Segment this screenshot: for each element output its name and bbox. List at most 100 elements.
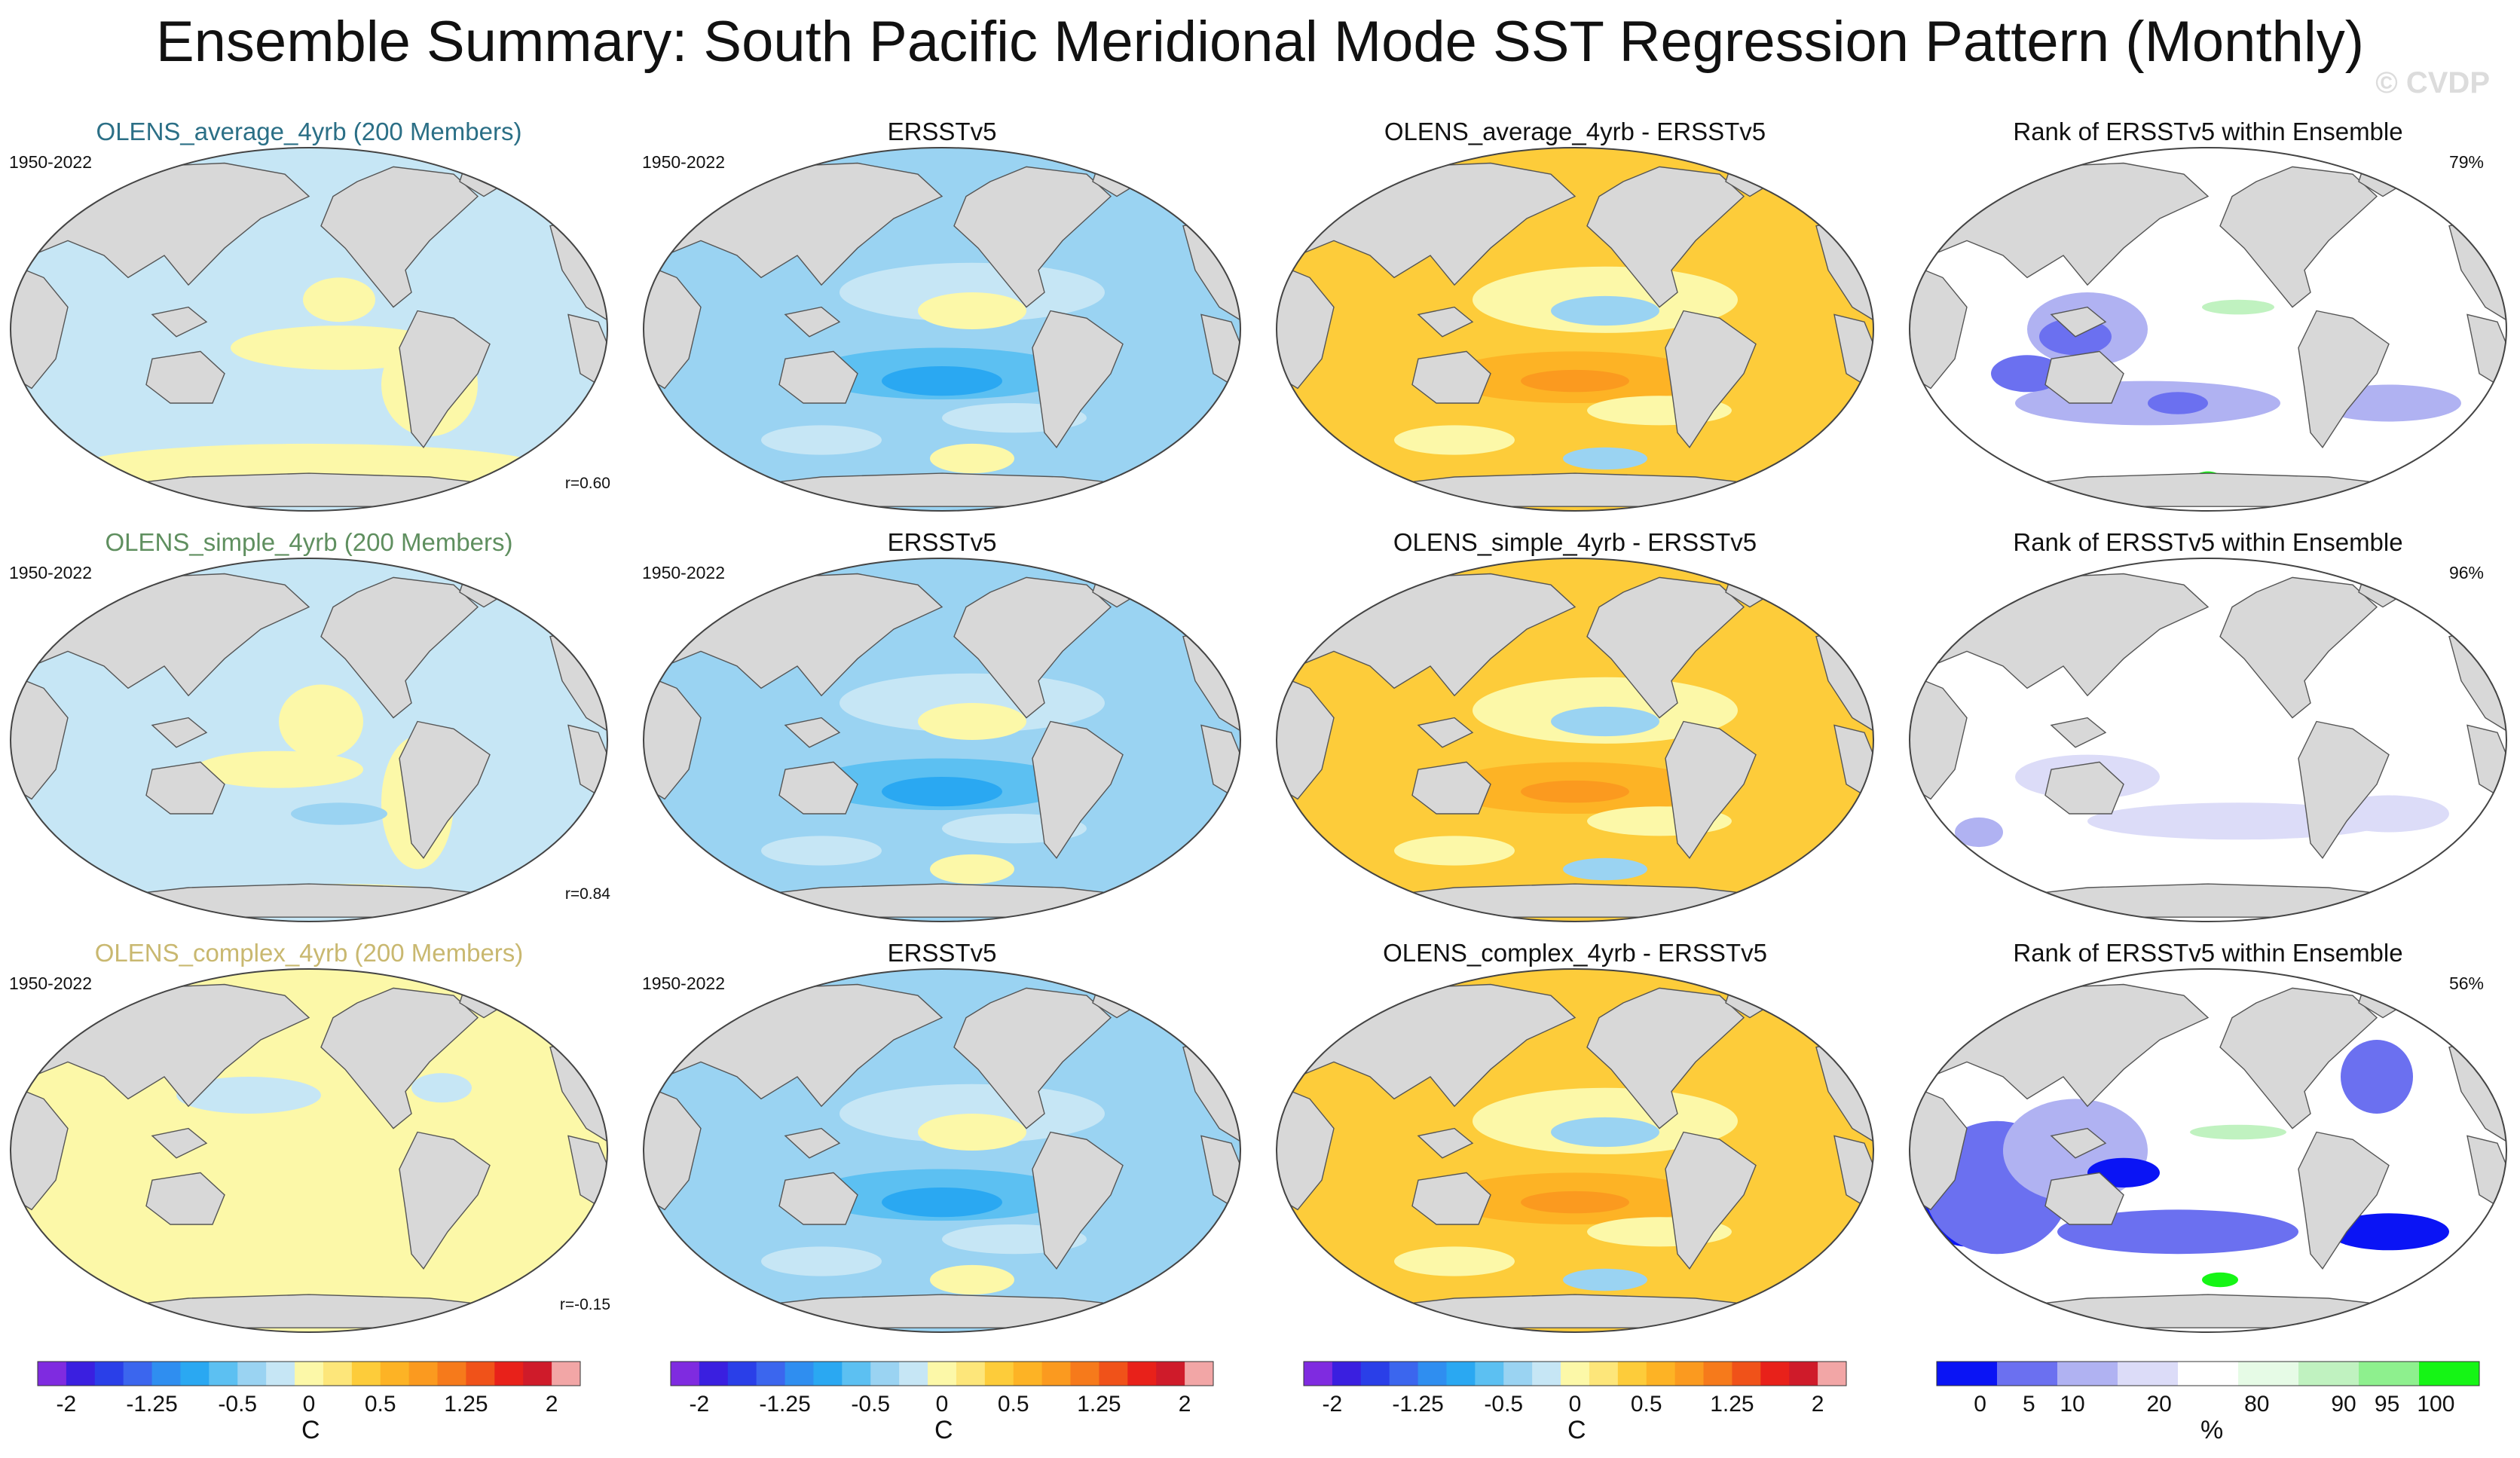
sst-anomaly-region — [1551, 295, 1659, 326]
colorbar-tick-label: 10 — [2060, 1392, 2085, 1417]
colorbar-box — [323, 1362, 353, 1386]
map-border — [10, 147, 608, 512]
land-mass — [1277, 1083, 1335, 1211]
land-mass — [778, 1172, 858, 1225]
land-mass — [2298, 310, 2390, 448]
colorbar-box — [727, 1362, 757, 1386]
map-plot — [643, 147, 1241, 512]
land-mass — [2050, 306, 2107, 338]
land-mass — [953, 576, 1112, 719]
land-mass — [2219, 576, 2378, 719]
land-mass — [1032, 1131, 1124, 1270]
colorbar-box — [1937, 1362, 1998, 1386]
colorbar-box — [1475, 1362, 1504, 1386]
land-mass — [1910, 1083, 1968, 1211]
colorbar-box — [266, 1362, 295, 1386]
sst-anomaly-region — [2202, 1272, 2238, 1288]
land-mass — [145, 761, 225, 815]
map-border — [10, 968, 608, 1333]
colorbar-tick-label: 2 — [545, 1392, 558, 1417]
colorbar-box — [1760, 1362, 1790, 1386]
map-border — [10, 558, 608, 922]
panel-diff-row3: OLENS_complex_4yrb - ERSSTv5 — [1266, 934, 1884, 1345]
sst-anomaly-region — [1521, 780, 1629, 803]
colorbar-units: C — [1567, 1416, 1586, 1444]
land-mass — [1665, 720, 1757, 859]
colorbar-tick-label: 100 — [2417, 1392, 2455, 1417]
colorbar-tick-label: 0 — [302, 1392, 316, 1417]
colorbar-tick-label: 0.5 — [1630, 1392, 1662, 1417]
map-border — [643, 147, 1241, 512]
panel-title: Rank of ERSSTv5 within Ensemble — [2013, 939, 2403, 967]
map-plot — [643, 558, 1241, 922]
sst-anomaly-region — [303, 277, 375, 322]
land-mass — [320, 166, 479, 308]
panel-obs-row1: ERSSTv5 1950-2022 — [633, 113, 1251, 524]
sst-anomaly-region — [1521, 1191, 1629, 1214]
land-mass — [2044, 761, 2124, 815]
colorbar-box — [180, 1362, 209, 1386]
sst-anomaly-region — [194, 750, 363, 788]
colorbar-tick-label: 95 — [2374, 1392, 2400, 1417]
panel-ensemble-row1: OLENS_average_4yrb (200 Members) 1950-202… — [0, 113, 618, 524]
panel-title: OLENS_complex_4yrb (200 Members) — [94, 939, 524, 967]
land-mass — [2298, 1131, 2390, 1270]
colorbar-box — [295, 1362, 324, 1386]
colorbar-tick-label: 1.25 — [1710, 1392, 1754, 1417]
colorbar-box — [956, 1362, 986, 1386]
colorbar-box — [1561, 1362, 1590, 1386]
colorbar-tick-label: -0.5 — [1484, 1392, 1524, 1417]
sst-anomaly-region — [2148, 392, 2208, 414]
colorbar-rank-4: 0 5 10 20 80 90 95 100% — [1899, 1360, 2517, 1444]
panel-title: Rank of ERSSTv5 within Ensemble — [2013, 528, 2403, 556]
map-plot — [1276, 147, 1874, 512]
colorbar-box — [1703, 1362, 1732, 1386]
colorbar-box — [1646, 1362, 1676, 1386]
colorbar-box — [1041, 1362, 1072, 1386]
colorbar-tick-label: -2 — [56, 1392, 77, 1417]
colorbar-tick-label: -2 — [1322, 1392, 1343, 1417]
map-border — [1909, 968, 2507, 1333]
sst-anomaly-region — [1563, 857, 1647, 881]
period-label: 1950-2022 — [9, 563, 92, 582]
map-border — [643, 558, 1241, 922]
colorbar-box — [1446, 1362, 1476, 1386]
land-mass — [953, 987, 1112, 1129]
sst-anomaly-region — [918, 703, 1026, 740]
map-plot — [1276, 558, 1874, 922]
land-mass — [2219, 987, 2378, 1129]
sst-anomaly-region — [1551, 1117, 1659, 1148]
land-mass — [2050, 717, 2107, 748]
sst-anomaly-region — [279, 684, 363, 759]
colorbar-tick-label: 20 — [2146, 1392, 2172, 1417]
period-label: 1950-2022 — [9, 974, 92, 993]
land-mass — [1277, 672, 1335, 800]
colorbar-box — [523, 1362, 552, 1386]
colorbar-tick-label: 0 — [1568, 1392, 1582, 1417]
map-border — [1276, 968, 1874, 1333]
land-mass — [1586, 166, 1745, 308]
land-mass — [784, 306, 841, 338]
sst-anomaly-region — [2329, 1213, 2449, 1251]
colorbar-box — [1674, 1362, 1705, 1386]
land-mass — [1411, 761, 1491, 815]
colorbar-box — [870, 1362, 900, 1386]
panel-rank-row2: Rank of ERSSTv5 within Ensemble 96% — [1899, 524, 2517, 934]
land-mass — [151, 306, 208, 338]
colorbar-box — [1617, 1362, 1647, 1386]
colorbar-tick-label: -1.25 — [759, 1392, 811, 1417]
colorbar-box — [494, 1362, 524, 1386]
land-mass — [784, 717, 841, 748]
colorbar-box — [842, 1362, 871, 1386]
sst-anomaly-region — [882, 1187, 1002, 1218]
colorbar-tick-label: 0 — [935, 1392, 949, 1417]
sst-anomaly-region — [882, 777, 1002, 807]
colorbar-tick-label: 90 — [2331, 1392, 2356, 1417]
colorbar-sst-2: -2 -1.25 -0.5 0 0.5 1.25 2 C — [633, 1360, 1251, 1444]
colorbar-box — [38, 1362, 67, 1386]
land-mass — [784, 1127, 841, 1159]
colorbar-box — [2178, 1362, 2239, 1386]
sst-anomaly-region — [1521, 369, 1629, 393]
panel-obs-row3: ERSSTv5 1950-2022 — [633, 934, 1251, 1345]
panel-title: OLENS_complex_4yrb - ERSSTv5 — [1383, 939, 1767, 967]
